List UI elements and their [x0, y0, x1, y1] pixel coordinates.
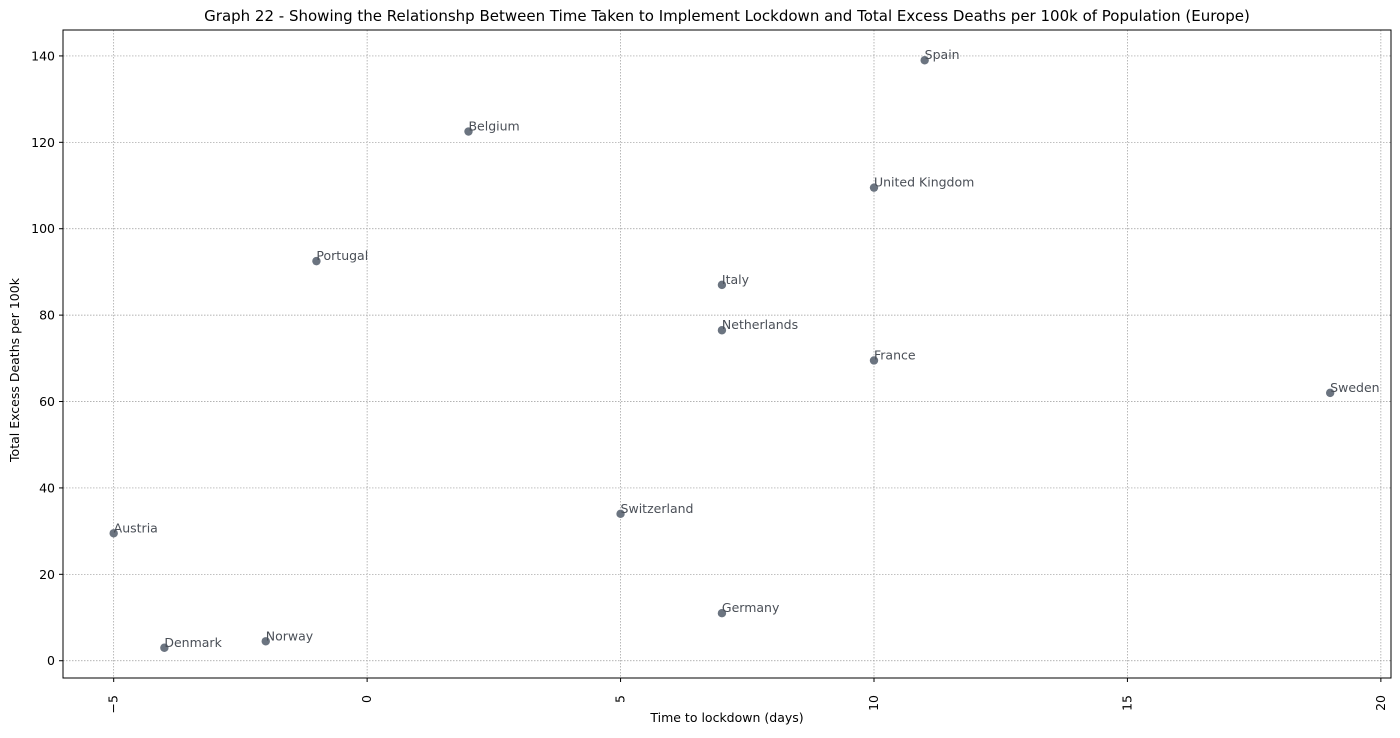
data-point-label: Netherlands	[722, 317, 798, 332]
data-point-label: Spain	[925, 47, 960, 62]
data-point	[1325, 388, 1335, 398]
data-point-label: United Kingdom	[874, 175, 974, 190]
data-point-label: Italy	[722, 272, 750, 287]
data-point	[464, 127, 473, 136]
y-tick-label: 80	[39, 308, 55, 323]
data-point	[261, 637, 270, 646]
data-point	[717, 280, 727, 290]
y-tick-label: 120	[31, 135, 55, 150]
data-point-label: France	[874, 347, 916, 362]
data-point	[869, 183, 879, 192]
data-point	[869, 356, 879, 365]
x-tick-label: 5	[613, 695, 628, 703]
x-axis-label: Time to lockdown (days)	[649, 710, 803, 725]
y-axis-label: Total Excess Deaths per 100k	[7, 277, 22, 463]
data-point-label: Sweden	[1330, 380, 1379, 395]
y-tick-label: 20	[39, 567, 55, 582]
data-point	[160, 643, 169, 652]
x-tick-label: 0	[359, 695, 374, 703]
chart-title: Graph 22 - Showing the Relationshp Betwe…	[204, 7, 1250, 25]
y-tick-label: 140	[31, 48, 55, 63]
data-point-label: Germany	[722, 600, 780, 615]
x-tick-label: −5	[106, 695, 121, 713]
data-point	[616, 509, 625, 519]
y-tick-label: 0	[47, 653, 55, 668]
data-point	[717, 609, 727, 618]
y-tick-label: 100	[31, 221, 55, 236]
data-points: Spain Belgium United Kingdom Portugal Italy N…	[109, 47, 1380, 652]
x-tick-label: 15	[1119, 695, 1134, 711]
grid-lines	[63, 30, 1391, 678]
axis-ticks: −5 0 5 10 15 20 0 20 40 60 80 100 120 140	[31, 48, 1388, 713]
data-point	[920, 56, 929, 65]
data-point-label: Switzerland	[621, 501, 694, 516]
data-point-label: Norway	[266, 628, 314, 643]
plot-area-frame	[62, 29, 1392, 679]
y-tick-label: 40	[39, 480, 55, 495]
data-point	[109, 529, 118, 538]
data-point-label: Portugal	[316, 248, 368, 263]
data-point-label: Austria	[114, 520, 158, 535]
x-tick-label: 10	[866, 695, 881, 711]
data-point-label: Denmark	[164, 635, 222, 650]
data-point	[717, 326, 727, 335]
y-tick-label: 60	[39, 394, 55, 409]
data-point-label: Belgium	[468, 119, 519, 134]
data-point	[312, 256, 321, 266]
x-tick-label: 20	[1373, 695, 1388, 711]
